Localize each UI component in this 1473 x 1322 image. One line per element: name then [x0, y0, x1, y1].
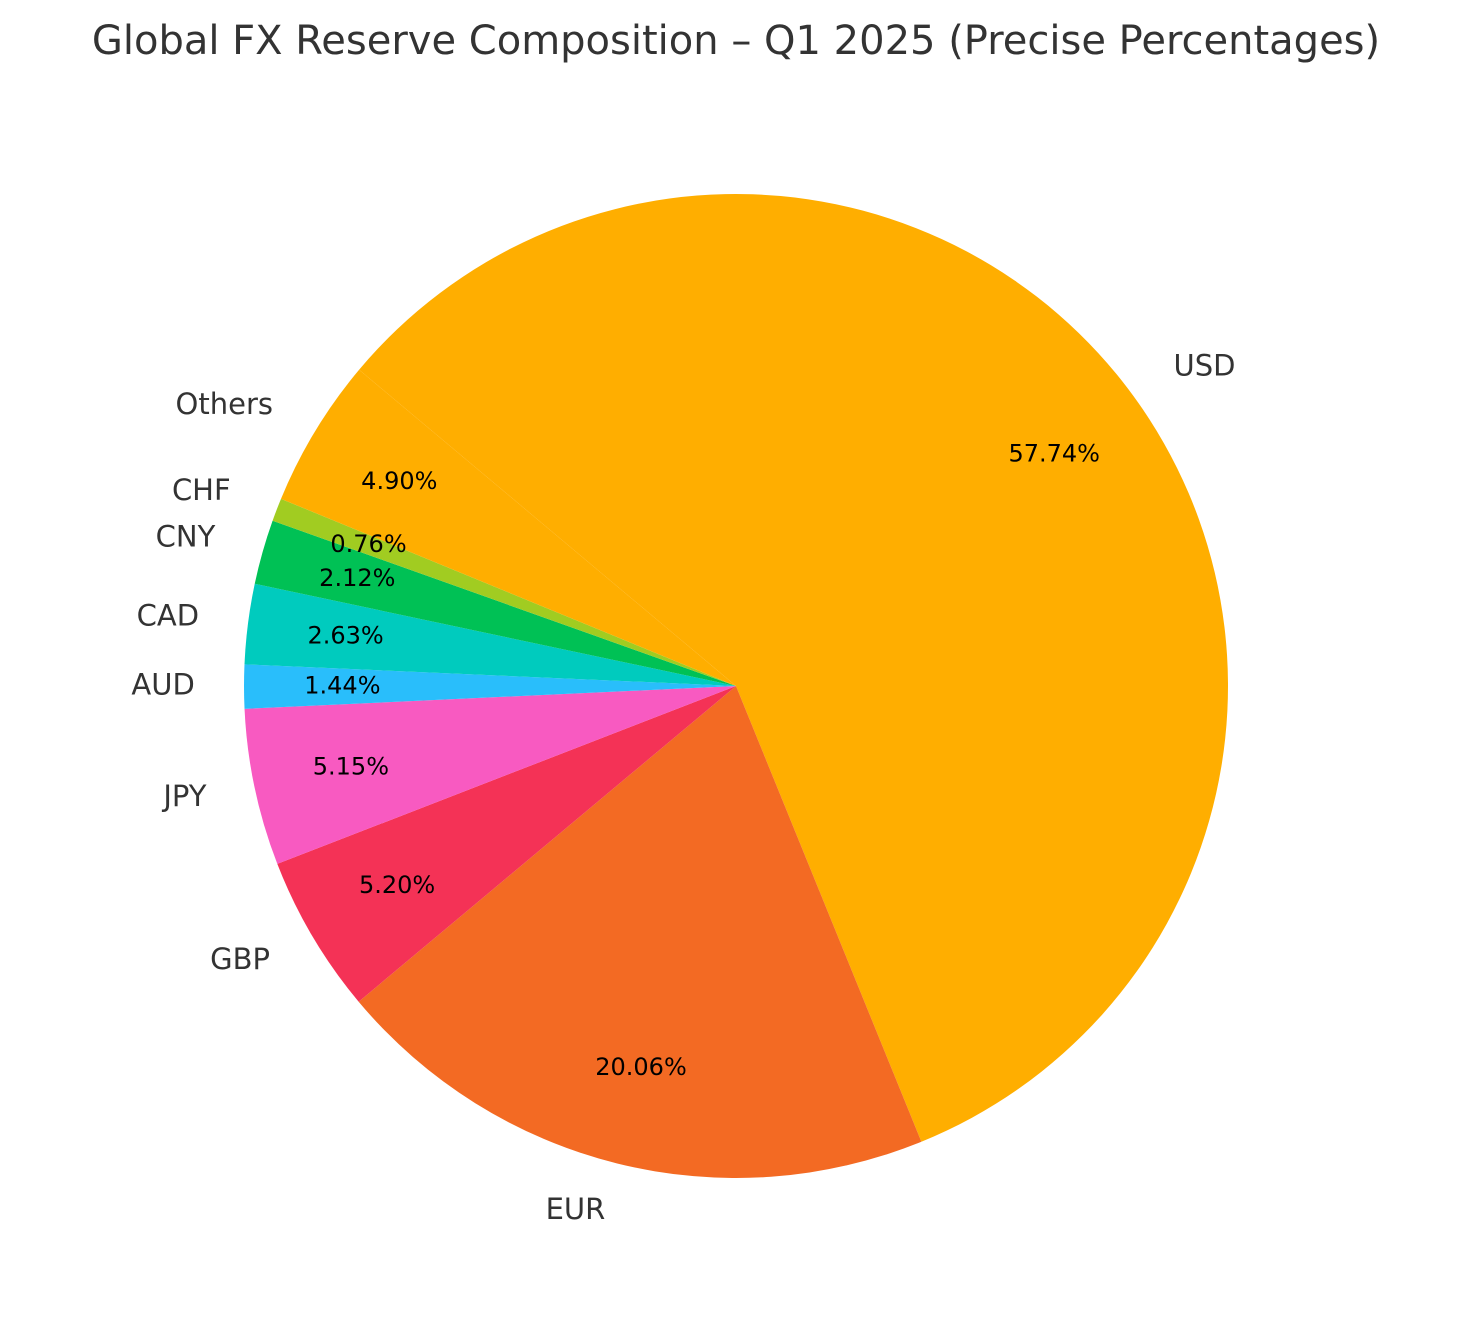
pct-label-aud: 1.44% — [304, 672, 380, 700]
pie-slice-eur — [358, 686, 922, 1179]
pct-label-chf: 0.76% — [330, 530, 406, 558]
pie-slice-usd — [359, 194, 1229, 1142]
slice-label-jpy: JPY — [161, 779, 206, 813]
pie-labels: USD 57.74% EUR 20.06% GBP 5.20% JPY 5.15% AUD 1.4… — [131, 348, 1235, 1226]
slice-label-aud: AUD — [131, 668, 194, 702]
pct-label-usd: 57.74% — [1008, 439, 1100, 467]
slice-label-eur: EUR — [546, 1192, 606, 1226]
pie-slice-gbp — [277, 686, 736, 1002]
slice-label-cad: CAD — [137, 599, 199, 633]
pie-slice-others — [280, 369, 736, 686]
pct-label-eur: 20.06% — [595, 1053, 687, 1081]
pie-slice-chf — [272, 498, 736, 686]
pie-slice-jpy — [244, 686, 736, 864]
pie-slice-aud — [244, 664, 737, 709]
slice-label-others: Others — [176, 387, 273, 421]
pie-slice-cad — [244, 583, 737, 686]
pie-slice-cny — [254, 520, 737, 686]
slice-label-chf: CHF — [172, 473, 231, 507]
pct-label-cad: 2.63% — [307, 621, 383, 649]
slice-label-gbp: GBP — [210, 942, 270, 976]
pct-label-cny: 2.12% — [319, 564, 395, 592]
pct-label-gbp: 5.20% — [359, 871, 435, 899]
pct-label-others: 4.90% — [361, 467, 437, 495]
pct-label-jpy: 5.15% — [313, 752, 389, 780]
slice-label-usd: USD — [1174, 348, 1236, 382]
pie-slices — [244, 194, 1229, 1179]
chart-title: Global FX Reserve Composition – Q1 2025 … — [92, 18, 1380, 64]
slice-label-cny: CNY — [156, 520, 216, 554]
